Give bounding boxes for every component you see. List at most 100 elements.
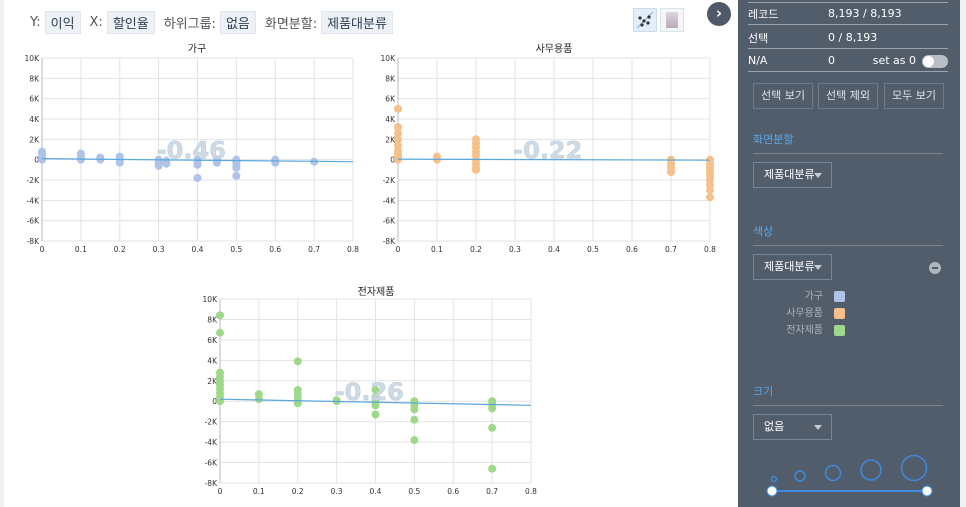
svg-text:-4K: -4K (383, 196, 396, 205)
svg-text:-4K: -4K (205, 438, 218, 447)
chevron-right-icon: › (715, 4, 723, 22)
set-as-zero-label: set as 0 (872, 54, 916, 67)
split-label: 화면분할: (264, 16, 318, 32)
size-range-slider[interactable] (738, 450, 960, 500)
svg-text:-0.22: -0.22 (513, 137, 582, 165)
gradient-view-icon (666, 12, 678, 28)
subgroup-label: 하위그룹: (163, 16, 216, 32)
svg-text:0.3: 0.3 (153, 245, 165, 254)
svg-text:-0.26: -0.26 (335, 378, 404, 406)
svg-text:0.6: 0.6 (269, 245, 281, 254)
svg-text:-2K: -2K (205, 418, 218, 427)
selection-label: 선택 (748, 31, 769, 45)
sidebar-scrollbar[interactable] (960, 0, 966, 507)
svg-text:10K: 10K (25, 54, 41, 63)
x-axis-selector[interactable]: 할인율 (106, 10, 155, 34)
svg-text:사무용품: 사무용품 (536, 43, 573, 55)
svg-text:6K: 6K (29, 95, 40, 104)
svg-text:0.8: 0.8 (704, 245, 716, 254)
svg-text:6K: 6K (385, 95, 396, 104)
legend-item-office-supplies: 사무용품 (753, 307, 845, 321)
size-dropdown-value: 없음 (764, 420, 785, 433)
svg-text:4K: 4K (207, 356, 218, 365)
split-dropdown-value: 제품대분류 (764, 168, 815, 181)
svg-text:-0.46: -0.46 (157, 137, 226, 165)
svg-text:-6K: -6K (27, 217, 40, 226)
svg-text:-2K: -2K (383, 176, 396, 185)
svg-text:0: 0 (212, 397, 217, 406)
size-circles-icon (770, 454, 928, 483)
svg-text:0.1: 0.1 (253, 487, 265, 496)
svg-text:0.4: 0.4 (192, 245, 204, 254)
show-all-button[interactable]: 모두 보기 (884, 83, 944, 109)
show-selection-button[interactable]: 선택 보기 (753, 83, 813, 109)
svg-text:0.2: 0.2 (470, 245, 482, 254)
sidebar: 레코드 8,193 / 8,193 선택 0 / 8,193 N/A 0 set… (738, 0, 966, 507)
slider-min-handle (766, 485, 778, 497)
set-as-zero-toggle[interactable] (922, 55, 948, 68)
svg-text:0.2: 0.2 (114, 245, 126, 254)
svg-text:-6K: -6K (383, 217, 396, 226)
svg-text:0: 0 (218, 487, 223, 496)
split-selector[interactable]: 제품대분류 (321, 10, 393, 34)
size-dropdown[interactable]: 없음 (753, 414, 832, 440)
svg-text:2K: 2K (29, 135, 40, 144)
exclude-selection-button[interactable]: 선택 제외 (818, 83, 878, 109)
svg-text:0: 0 (34, 156, 39, 165)
remove-color-icon[interactable] (929, 262, 941, 274)
svg-text:0.7: 0.7 (665, 245, 677, 254)
svg-text:0.3: 0.3 (331, 487, 343, 496)
svg-text:0.7: 0.7 (308, 245, 320, 254)
na-value: 0 (828, 54, 835, 67)
svg-text:0.5: 0.5 (408, 487, 420, 496)
left-edge (0, 0, 4, 507)
svg-text:0.8: 0.8 (525, 487, 537, 496)
svg-text:0.5: 0.5 (587, 245, 599, 254)
size-section-title: 크기 (753, 383, 943, 406)
svg-text:0.4: 0.4 (548, 245, 560, 254)
axis-config-bar: Y: 이익 X: 할인율 하위그룹: 없음 화면분할: 제품대분류 (30, 10, 402, 34)
svg-text:0.2: 0.2 (292, 487, 304, 496)
svg-text:2K: 2K (385, 135, 396, 144)
svg-text:0: 0 (40, 245, 45, 254)
svg-text:0.3: 0.3 (509, 245, 521, 254)
svg-text:전자제품: 전자제품 (358, 286, 395, 298)
na-label: N/A (748, 54, 768, 67)
split-section-title: 화면분할 (753, 131, 943, 154)
split-dropdown[interactable]: 제품대분류 (753, 162, 832, 188)
legend-swatch (834, 291, 845, 302)
svg-text:4K: 4K (29, 115, 40, 124)
svg-text:2K: 2K (207, 377, 218, 386)
svg-text:0.7: 0.7 (486, 487, 498, 496)
svg-text:0.6: 0.6 (447, 487, 459, 496)
scatter-view-icon (636, 11, 654, 29)
svg-text:0.6: 0.6 (626, 245, 638, 254)
y-axis-selector[interactable]: 이익 (44, 10, 81, 34)
svg-text:0.4: 0.4 (370, 487, 382, 496)
svg-text:-6K: -6K (205, 459, 218, 468)
gradient-view-button[interactable] (660, 8, 684, 32)
svg-text:0.1: 0.1 (431, 245, 443, 254)
collapse-sidebar-button[interactable]: › (707, 2, 731, 26)
svg-text:4K: 4K (385, 115, 396, 124)
svg-text:0.1: 0.1 (75, 245, 87, 254)
svg-text:8K: 8K (385, 74, 396, 83)
records-row: 레코드 8,193 / 8,193 (748, 3, 948, 25)
svg-text:8K: 8K (29, 74, 40, 83)
caret-down-icon (814, 425, 822, 430)
scatter-view-button[interactable] (633, 8, 657, 32)
records-label: 레코드 (748, 7, 779, 21)
selection-row: 선택 0 / 8,193 (748, 27, 948, 49)
slider-max-handle (921, 485, 933, 497)
legend-item-electronics: 전자제품 (753, 324, 845, 338)
legend-item-furniture: 가구 (753, 290, 845, 304)
x-axis-label: X: (89, 14, 103, 30)
selection-value: 0 / 8,193 (828, 31, 878, 44)
caret-down-icon (814, 265, 822, 270)
subgroup-selector[interactable]: 없음 (219, 10, 256, 34)
svg-text:-8K: -8K (383, 237, 396, 246)
svg-text:6K: 6K (207, 336, 218, 345)
svg-text:0.8: 0.8 (347, 245, 359, 254)
color-dropdown[interactable]: 제품대분류 (753, 254, 832, 280)
color-dropdown-value: 제품대분류 (764, 260, 815, 273)
